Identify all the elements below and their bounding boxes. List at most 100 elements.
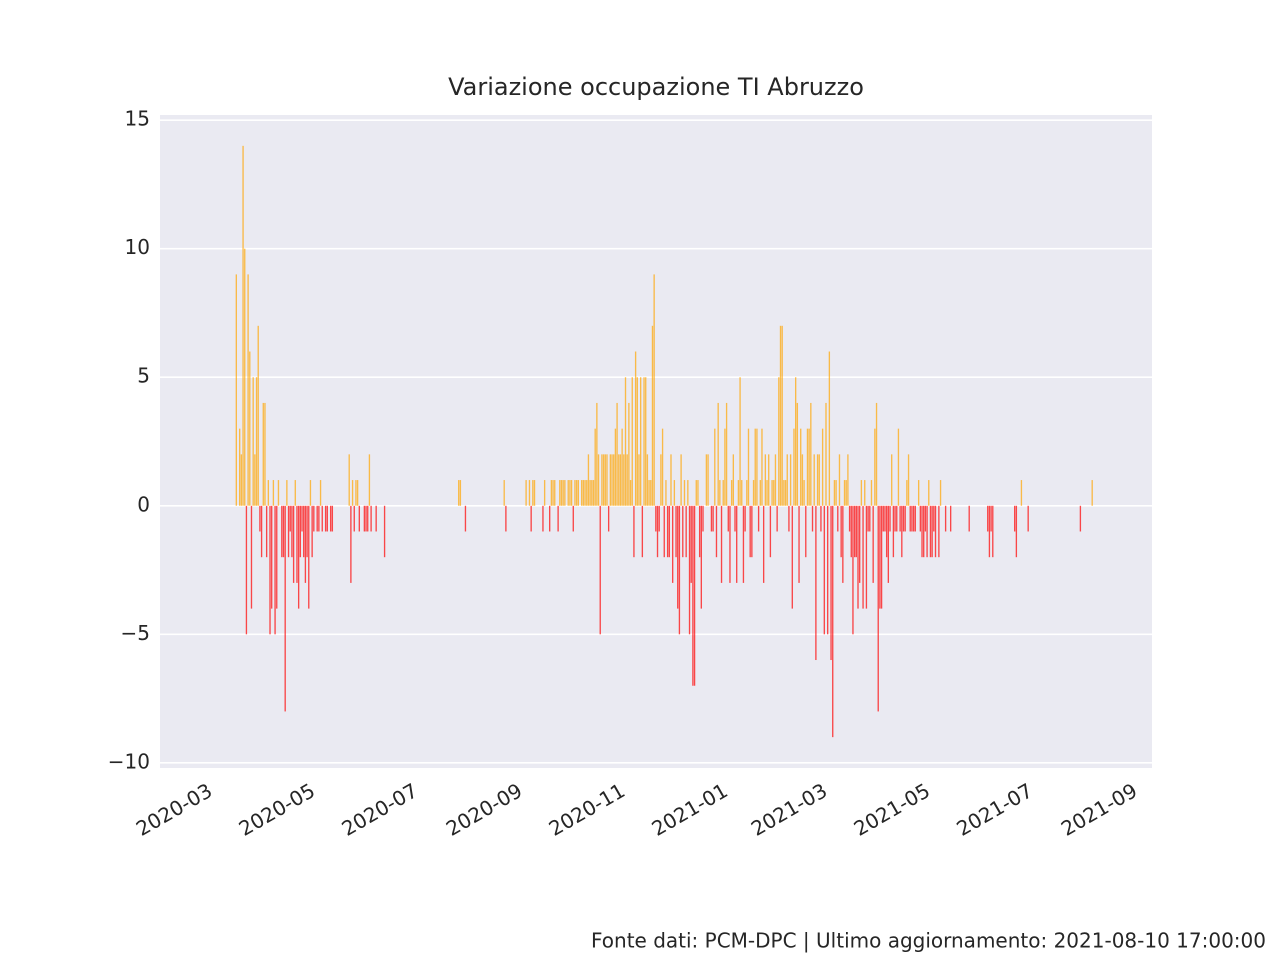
bar	[788, 505, 790, 532]
bar	[356, 480, 359, 506]
bar	[303, 505, 305, 558]
bar	[564, 480, 566, 506]
bar	[567, 480, 569, 506]
bar	[921, 505, 923, 558]
bar	[570, 480, 573, 506]
bar	[714, 428, 716, 506]
bar	[245, 505, 248, 635]
bar	[800, 428, 802, 506]
bar	[1015, 505, 1018, 558]
bar	[604, 454, 606, 506]
bar	[882, 505, 884, 532]
chart-title: Variazione occupazione TI Abruzzo	[448, 73, 864, 101]
bar	[368, 454, 371, 506]
bar	[318, 505, 320, 532]
bar	[840, 505, 842, 558]
bar	[867, 505, 869, 532]
bar	[869, 505, 871, 532]
bar	[889, 505, 891, 532]
bar	[250, 505, 253, 609]
bar	[702, 505, 704, 532]
bar	[757, 505, 760, 532]
bar	[552, 480, 554, 506]
bar	[348, 454, 350, 506]
bar	[690, 505, 692, 583]
bar	[732, 454, 735, 506]
bar	[618, 454, 620, 506]
bar	[783, 480, 785, 506]
bar	[892, 505, 895, 558]
bar	[643, 377, 645, 506]
bar	[710, 505, 713, 532]
bar	[291, 505, 293, 558]
bar	[609, 454, 612, 506]
bar	[938, 505, 940, 558]
bar	[832, 505, 834, 738]
bar	[265, 505, 268, 558]
bar	[896, 505, 898, 532]
bar	[284, 505, 286, 712]
bar	[321, 505, 323, 532]
bar	[909, 505, 911, 532]
bar	[623, 454, 625, 506]
bar	[860, 480, 863, 506]
bar	[764, 454, 767, 506]
bar	[990, 505, 992, 532]
bar	[629, 480, 632, 506]
bar	[911, 505, 913, 532]
bar	[705, 454, 708, 506]
bar	[634, 351, 637, 506]
bar	[835, 480, 837, 506]
bar	[810, 402, 812, 506]
bar	[281, 505, 283, 558]
bar	[678, 505, 681, 635]
bar	[682, 505, 684, 558]
bar	[698, 505, 701, 558]
bar	[769, 505, 772, 558]
bar	[931, 505, 933, 558]
bar	[562, 480, 564, 506]
bar	[587, 454, 590, 506]
bar	[569, 480, 571, 506]
bar	[793, 428, 795, 506]
bar	[707, 454, 709, 506]
bar	[677, 505, 679, 609]
bar	[631, 377, 633, 506]
bar	[313, 505, 315, 532]
bar	[934, 505, 937, 558]
bar	[254, 454, 256, 506]
bar	[1027, 505, 1029, 532]
bar	[891, 454, 893, 506]
bar	[255, 377, 258, 506]
bar	[806, 428, 809, 506]
bar	[845, 480, 847, 506]
bar	[693, 505, 696, 686]
bar	[636, 377, 638, 506]
x-tick-label: 2021-05	[850, 778, 934, 841]
bar	[850, 505, 852, 558]
bar	[912, 505, 915, 532]
bar	[592, 480, 595, 506]
bar	[855, 505, 857, 558]
bar	[309, 480, 312, 506]
bar	[859, 505, 861, 583]
y-tick-label: 5	[137, 364, 150, 388]
bar	[257, 325, 259, 506]
bar	[641, 505, 644, 558]
bar	[584, 480, 586, 506]
bar	[923, 505, 925, 558]
bar	[949, 505, 952, 532]
bar	[917, 480, 920, 506]
bar	[560, 480, 563, 506]
bar	[737, 480, 740, 506]
y-tick-label: 10	[125, 235, 150, 259]
bar	[532, 480, 534, 506]
bar	[324, 505, 327, 532]
y-tick-label: −5	[121, 621, 150, 645]
bar	[633, 505, 635, 558]
bar	[557, 505, 559, 532]
bar	[1014, 505, 1016, 532]
bar	[311, 505, 313, 558]
bar	[269, 505, 271, 635]
